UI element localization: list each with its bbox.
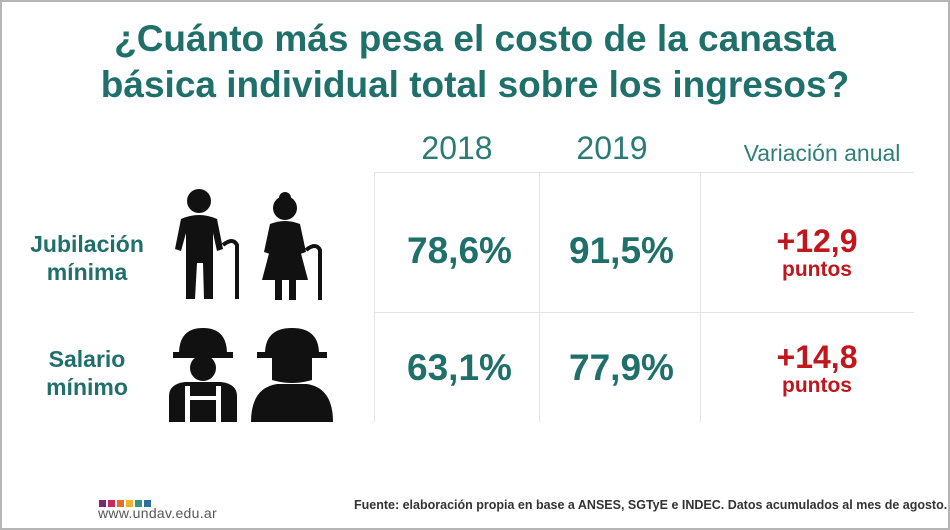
elderly-man-icon bbox=[175, 189, 239, 299]
chart-title: ¿Cuánto más pesa el costo de la canasta … bbox=[2, 16, 948, 108]
variation-salario-value: +14,8 bbox=[776, 339, 858, 375]
row-label-salario-line2: mínimo bbox=[46, 374, 128, 400]
column-header-2019: 2019 bbox=[576, 130, 648, 166]
divider-vertical-2 bbox=[539, 172, 540, 422]
variation-jubilacion: +12,9 puntos bbox=[742, 224, 892, 282]
column-header-2018: 2018 bbox=[421, 130, 493, 166]
logo-square-5 bbox=[144, 500, 151, 507]
divider-vertical-1 bbox=[374, 172, 375, 422]
variation-jubilacion-unit: puntos bbox=[782, 258, 852, 281]
undav-logo-dots bbox=[99, 494, 153, 512]
value-salario-2019: 77,9% bbox=[569, 347, 674, 388]
elderly-woman-icon bbox=[262, 192, 322, 300]
variation-salario-unit: puntos bbox=[782, 374, 852, 397]
variation-salario: +14,8 puntos bbox=[742, 340, 892, 398]
footer-url: www.undav.edu.ar bbox=[98, 505, 217, 521]
row-label-jubilacion-line2: mínima bbox=[46, 259, 128, 285]
female-worker-icon bbox=[251, 328, 333, 422]
divider-vertical-3 bbox=[700, 172, 701, 422]
column-header-variation: Variación anual bbox=[743, 140, 901, 166]
value-jubilacion-2018: 78,6% bbox=[407, 230, 512, 271]
logo-square-1 bbox=[108, 500, 115, 507]
value-jubilacion-2019: 91,5% bbox=[569, 230, 674, 271]
footer-source: Fuente: elaboración propia en base a ANS… bbox=[354, 498, 948, 512]
logo-square-4 bbox=[135, 500, 142, 507]
logo-square-2 bbox=[117, 500, 124, 507]
value-salario-2018: 63,1% bbox=[407, 347, 512, 388]
title-line-2: básica individual total sobre los ingres… bbox=[100, 64, 850, 105]
logo-square-0 bbox=[99, 500, 106, 507]
variation-jubilacion-value: +12,9 bbox=[776, 223, 858, 259]
title-line-1: ¿Cuánto más pesa el costo de la canasta bbox=[114, 18, 836, 59]
logo-square-3 bbox=[126, 500, 133, 507]
row-label-salario: Salario mínimo bbox=[12, 345, 162, 401]
divider-horizontal-middle bbox=[374, 312, 914, 313]
male-worker-icon bbox=[169, 328, 237, 422]
row-label-salario-line1: Salario bbox=[48, 346, 126, 372]
divider-horizontal-top bbox=[374, 172, 914, 173]
row-label-jubilacion-line1: Jubilación bbox=[30, 231, 144, 257]
row-label-jubilacion: Jubilación mínima bbox=[12, 230, 162, 286]
